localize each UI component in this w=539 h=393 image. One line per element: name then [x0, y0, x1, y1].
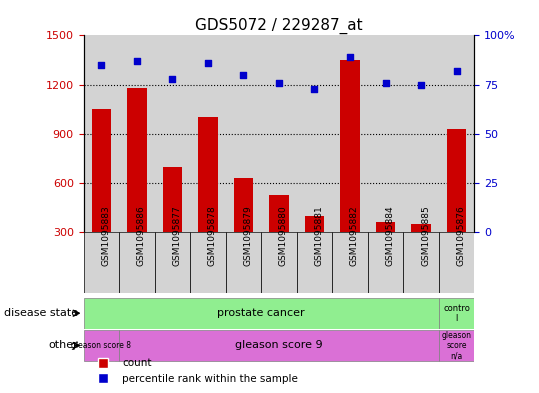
Text: GSM1095886: GSM1095886 [137, 205, 146, 266]
Point [168, 75, 177, 82]
Bar [84, 232, 119, 293]
Bar [269, 195, 289, 232]
Point [345, 54, 354, 60]
Bar [226, 232, 261, 293]
Bar [261, 35, 296, 232]
Point [310, 85, 319, 92]
Point [133, 58, 141, 64]
Bar [305, 216, 324, 232]
Bar [403, 232, 439, 293]
Point [275, 79, 284, 86]
Text: GSM1095879: GSM1095879 [244, 205, 252, 266]
Text: GSM1095877: GSM1095877 [172, 205, 181, 266]
Bar [84, 330, 119, 361]
Bar [163, 167, 182, 232]
Title: GDS5072 / 229287_at: GDS5072 / 229287_at [195, 18, 363, 34]
Text: GSM1095884: GSM1095884 [385, 205, 395, 266]
Bar [447, 129, 466, 232]
Bar [233, 178, 253, 232]
Bar [119, 35, 155, 232]
Text: prostate cancer: prostate cancer [217, 308, 305, 318]
Bar [439, 35, 474, 232]
Text: gleason
score
n/a: gleason score n/a [441, 331, 472, 360]
Bar [439, 232, 474, 293]
Bar [411, 224, 431, 232]
Bar [403, 35, 439, 232]
Text: gleason score 9: gleason score 9 [235, 340, 323, 351]
Point [417, 81, 425, 88]
Text: gleason score 8: gleason score 8 [71, 341, 132, 350]
Text: GSM1095880: GSM1095880 [279, 205, 288, 266]
Text: other: other [49, 340, 78, 351]
Bar [368, 232, 403, 293]
Text: contro
l: contro l [443, 303, 470, 323]
Bar [439, 298, 474, 329]
Point [239, 72, 248, 78]
Text: GSM1095878: GSM1095878 [208, 205, 217, 266]
Bar [296, 232, 332, 293]
Bar [119, 232, 155, 293]
Text: GSM1095883: GSM1095883 [101, 205, 110, 266]
Bar [84, 35, 119, 232]
Point [97, 62, 106, 68]
Bar [340, 60, 360, 232]
Bar [332, 232, 368, 293]
Bar [368, 35, 403, 232]
Bar [92, 109, 111, 232]
Bar [332, 35, 368, 232]
Bar [155, 232, 190, 293]
Text: GSM1095881: GSM1095881 [314, 205, 323, 266]
Text: disease state: disease state [4, 308, 78, 318]
Text: GSM1095885: GSM1095885 [421, 205, 430, 266]
Text: GSM1095876: GSM1095876 [457, 205, 466, 266]
Legend: count, percentile rank within the sample: count, percentile rank within the sample [89, 354, 302, 388]
Bar [190, 35, 226, 232]
Text: GSM1095882: GSM1095882 [350, 205, 359, 266]
Bar [127, 88, 147, 232]
Bar [190, 232, 226, 293]
Point [204, 60, 212, 66]
Bar [296, 35, 332, 232]
Bar [261, 232, 296, 293]
Bar [198, 118, 218, 232]
Bar [119, 330, 439, 361]
Bar [155, 35, 190, 232]
Bar [439, 330, 474, 361]
Point [381, 79, 390, 86]
Bar [226, 35, 261, 232]
Bar [376, 222, 395, 232]
Point [452, 68, 461, 74]
